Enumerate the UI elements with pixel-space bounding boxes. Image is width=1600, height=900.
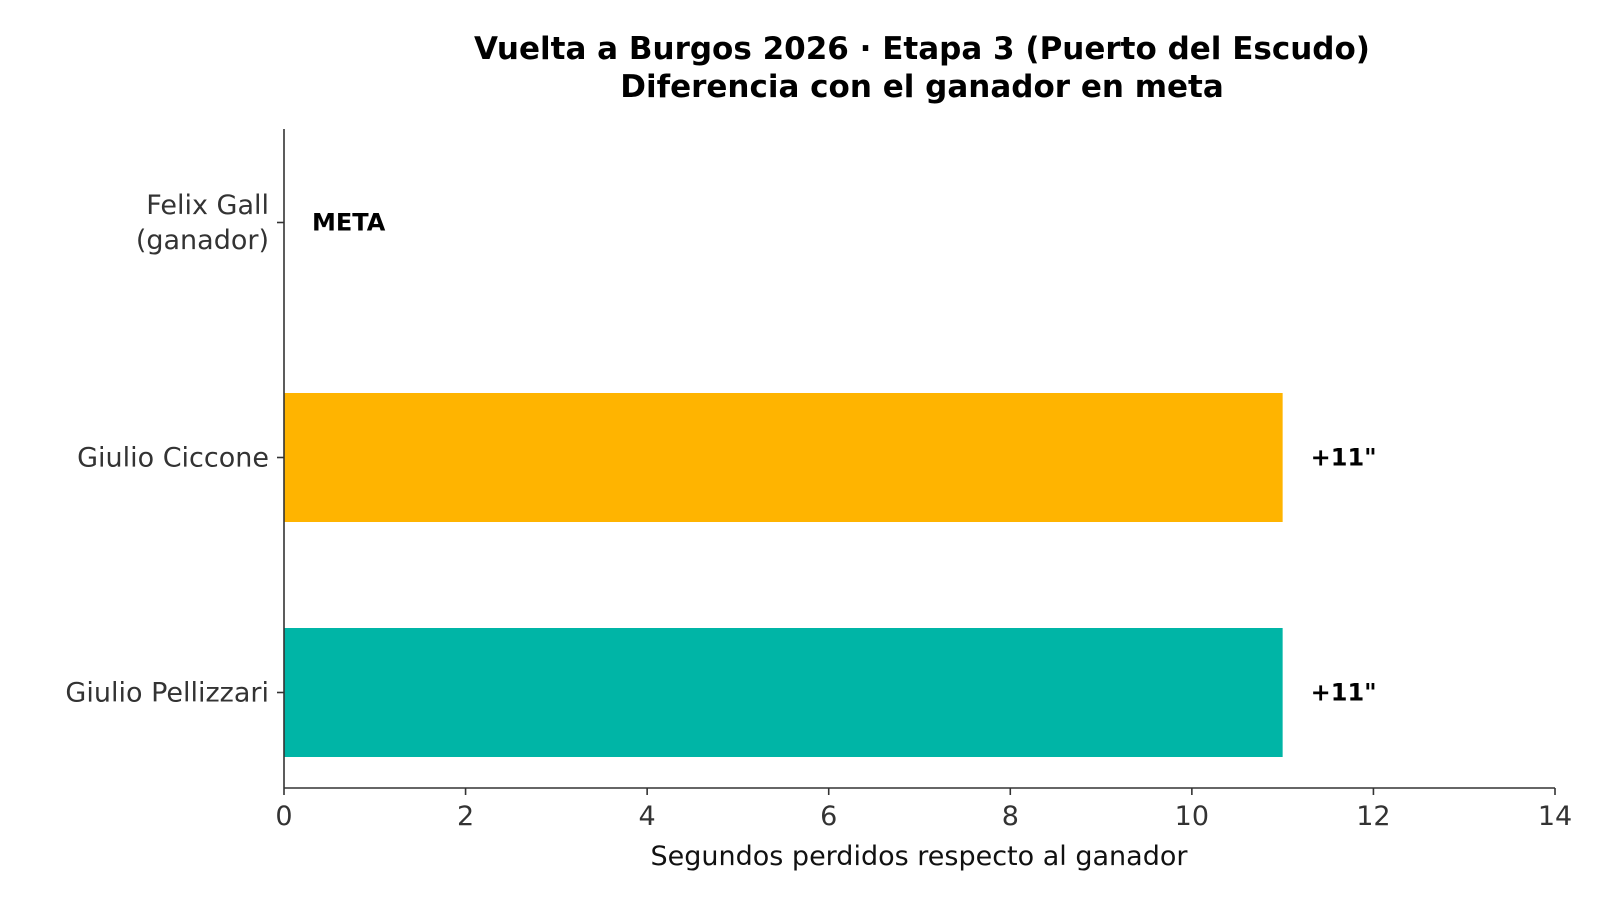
x-axis-label: Segundos perdidos respecto al ganador [651,841,1189,872]
chart-title: Vuelta a Burgos 2026 · Etapa 3 (Puerto d… [474,31,1370,67]
x-tick-label-3: 6 [820,801,837,832]
y-tick-label-0-line-1: (ganador) [136,225,269,256]
x-tick-label-4: 8 [1002,801,1019,832]
data-label-2: +11" [1311,679,1377,707]
x-tick-label-0: 0 [275,801,292,832]
y-tick-label-2: Giulio Pellizzari [65,678,269,709]
y-tick-label-0-line-0: Felix Gall [146,190,269,221]
y-ticks-group: Felix Gall (ganador) Giulio Ciccone Giulio … [65,190,284,709]
data-label-1: +11" [1311,444,1377,472]
bar-1 [284,393,1283,522]
y-tick-label-1: Giulio Ciccone [77,443,269,474]
data-labels-group: META +11" +11" [312,209,1377,707]
x-tick-label-1: 2 [457,801,474,832]
x-tick-label-2: 4 [639,801,656,832]
x-tick-label-7: 14 [1538,801,1572,832]
x-tick-label-6: 12 [1356,801,1390,832]
x-ticks-group: 0 2 4 6 8 10 12 14 [275,788,1572,832]
bar-2 [284,628,1283,757]
bars-group [284,393,1283,757]
chart-subtitle: Diferencia con el ganador en meta [620,69,1224,105]
data-label-0: META [312,209,386,237]
x-tick-label-5: 10 [1175,801,1209,832]
